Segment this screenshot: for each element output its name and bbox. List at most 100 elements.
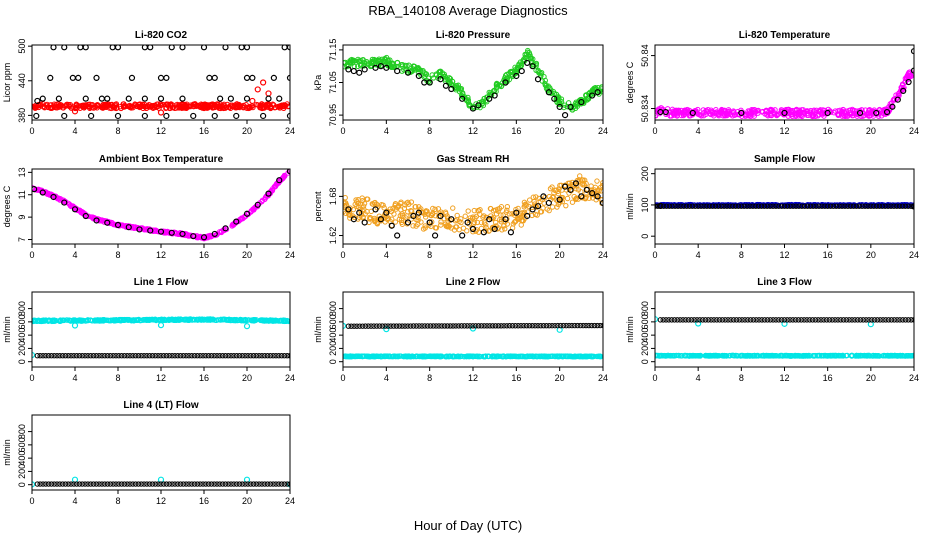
data-point [463,353,470,360]
x-tick-label: 24 [598,250,608,260]
y-tick-label: 100 [640,197,650,212]
data-point [704,203,710,209]
data-point [523,202,530,208]
data-point [225,481,231,487]
data-point [37,353,43,359]
data-point [71,322,79,329]
data-point [121,481,128,487]
data-point [889,352,895,359]
data-point [48,353,55,359]
data-point [731,109,737,115]
x-tick-label: 16 [199,373,209,383]
x-tick-label: 20 [555,373,565,383]
data-point [518,222,524,228]
data-point [758,203,765,209]
data-point [267,353,274,359]
series-2 [34,481,290,487]
data-point [663,203,670,209]
x-tick-label: 24 [285,126,295,136]
data-point [686,113,693,119]
data-point [127,353,133,359]
data-point [506,353,512,360]
data-point [116,353,122,359]
data-point [663,317,669,323]
y-tick-label: 200 [17,341,27,356]
data-point [532,322,538,329]
x-tick-label: 8 [115,126,120,136]
data-point [200,45,208,51]
data-point [261,317,268,323]
data-point [481,323,487,329]
data-point [88,353,94,359]
data-point [579,177,585,183]
data-point [169,481,175,487]
y-tick-label: 200 [17,464,27,479]
data-point [871,203,877,209]
data-point [127,481,133,487]
data-point [71,353,77,359]
data-point [781,320,788,327]
data-point [728,317,734,323]
y-tick-label: 200 [328,341,338,356]
data-point [448,216,455,223]
data-point [124,481,130,487]
y-tick-label: 71.05 [328,71,338,94]
data-point [348,323,354,329]
data-point [517,59,524,65]
data-point [857,317,864,323]
data-point [436,323,442,329]
data-point [408,199,415,205]
data-point [551,95,558,102]
data-point [880,317,886,323]
data-point [423,353,429,360]
series-2 [657,48,914,117]
data-point [239,353,245,359]
data-point [701,203,707,209]
data-point [672,203,678,209]
data-point [39,95,46,102]
data-point [399,323,405,329]
data-point [146,353,153,359]
data-point [374,323,380,329]
y-axis-label: ml/min [313,316,323,343]
data-point [594,193,601,200]
data-point [249,97,256,105]
data-point [175,481,181,487]
data-point [508,353,515,359]
data-point [231,481,237,487]
data-point [61,112,68,120]
data-point [76,481,83,487]
x-tick-label: 4 [72,496,77,506]
y-axis-label: ml/min [625,193,635,220]
data-point [367,353,373,360]
data-point [521,323,527,329]
data-point [243,74,251,81]
data-point [591,322,598,329]
data-point [362,323,369,329]
data-point [204,104,211,111]
data-point [264,101,271,108]
data-point [546,322,552,329]
data-point [385,353,392,360]
data-point [144,481,150,487]
data-point [248,353,254,359]
data-point [454,212,460,219]
panel-title: Line 2 Flow [446,277,501,288]
series-1 [655,201,914,209]
data-point [692,203,698,209]
data-point [254,201,261,208]
data-point [862,107,869,113]
x-tick-label: 20 [866,126,876,136]
data-point [475,102,482,109]
data-point [113,353,119,359]
data-point [866,317,872,323]
data-point [356,209,363,216]
data-point [429,210,436,217]
panel-title: Li-820 Pressure [436,30,511,41]
data-point [492,323,499,329]
y-tick-label: 600 [640,314,650,329]
data-point [529,63,536,70]
data-point [149,353,156,359]
data-point [873,203,880,209]
data-point [509,73,516,80]
